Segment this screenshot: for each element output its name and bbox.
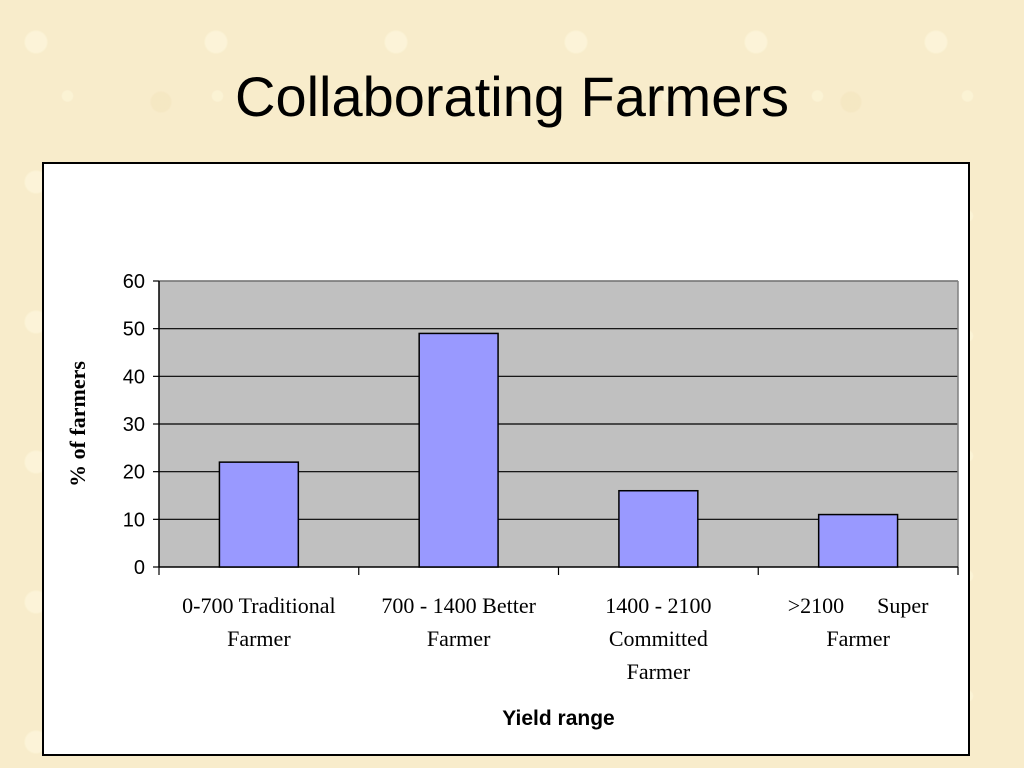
bar bbox=[418, 332, 499, 568]
x-category-label: 0-700 Traditional Farmer bbox=[182, 593, 335, 651]
x-category-label: >2100 Super Farmer bbox=[788, 593, 929, 651]
bar bbox=[218, 461, 300, 568]
bar bbox=[817, 513, 899, 568]
x-category-label-line: Farmer bbox=[826, 626, 890, 651]
x-category-label-line: Committed bbox=[609, 626, 708, 651]
y-tick-label: 40 bbox=[123, 366, 145, 388]
y-tick-label: 20 bbox=[123, 462, 145, 484]
y-tick-label: 30 bbox=[123, 414, 145, 436]
y-tick-label: 60 bbox=[123, 271, 145, 293]
x-category-label-line: 1400 - 2100 bbox=[605, 593, 711, 618]
x-category-label: 1400 - 2100 Committed Farmer bbox=[605, 593, 711, 684]
x-category-label-line: Farmer bbox=[627, 659, 691, 684]
x-category-label-line: Farmer bbox=[227, 626, 291, 651]
x-category-label-line: Farmer bbox=[427, 626, 491, 651]
y-tick-label: 0 bbox=[134, 557, 145, 579]
x-axis-title: Yield range bbox=[502, 707, 614, 730]
bar bbox=[618, 489, 699, 568]
y-axis-title: % of farmers bbox=[65, 361, 90, 487]
y-tick-label: 50 bbox=[123, 319, 145, 341]
slide-title: Collaborating Farmers bbox=[235, 65, 789, 128]
x-category-label-line: >2100 Super bbox=[788, 593, 929, 618]
x-category-label-line: 700 - 1400 Better bbox=[381, 593, 536, 618]
x-category-label-line: 0-700 Traditional bbox=[182, 593, 335, 618]
x-category-label: 700 - 1400 Better Farmer bbox=[381, 593, 536, 651]
y-tick-label: 10 bbox=[123, 509, 145, 531]
